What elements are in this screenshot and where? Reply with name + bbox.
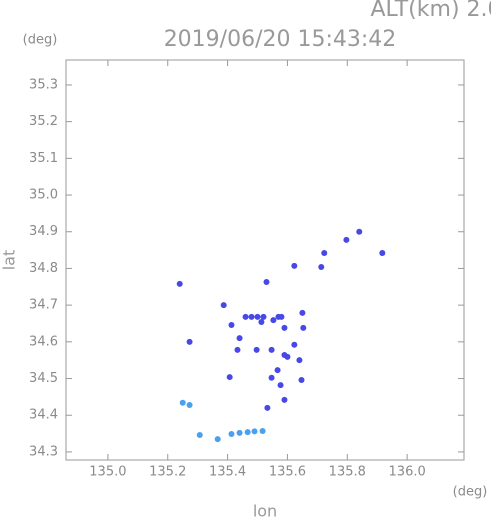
y-tick-label: 34.9 — [29, 224, 58, 239]
subtitle: ALT(km) 2.0 — [370, 0, 491, 22]
x-tick-label: 135.6 — [269, 465, 306, 480]
echo — [281, 324, 288, 331]
echo — [226, 374, 233, 381]
echo — [278, 313, 285, 320]
echo — [343, 236, 350, 243]
y-tick-label: 34.5 — [29, 371, 58, 386]
echo — [186, 401, 193, 408]
echo — [260, 313, 267, 320]
echo — [220, 302, 227, 309]
echo — [321, 250, 328, 257]
echo — [253, 346, 260, 353]
echo — [236, 335, 243, 342]
y-tick-label: 34.7 — [29, 298, 58, 313]
echo — [274, 367, 281, 374]
y-tick-label: 35.0 — [29, 188, 58, 203]
echo — [196, 432, 203, 439]
x-tick-label: 135.0 — [89, 465, 126, 480]
echo — [379, 250, 386, 257]
echo — [242, 313, 249, 320]
echo — [244, 429, 251, 436]
x-tick-label: 135.2 — [149, 465, 186, 480]
echo — [291, 262, 298, 269]
y-axis-label: lat — [0, 250, 19, 271]
echo — [281, 396, 288, 403]
echo — [179, 399, 186, 406]
echo — [228, 321, 235, 328]
echo — [263, 279, 270, 286]
echo — [284, 353, 291, 360]
echo — [214, 436, 221, 443]
y-tick-label: 34.3 — [29, 444, 58, 459]
echo — [299, 309, 306, 316]
echo — [234, 346, 241, 353]
echo — [300, 324, 307, 331]
echo — [270, 317, 277, 324]
echo — [318, 263, 325, 270]
echo — [264, 404, 271, 411]
y-tick-label: 35.2 — [29, 114, 58, 129]
echo — [268, 374, 275, 381]
echo — [259, 428, 266, 435]
echo — [176, 280, 183, 287]
y-tick-label: 34.4 — [29, 408, 58, 423]
x-axis-label: lon — [253, 502, 277, 521]
echo — [296, 357, 303, 364]
x-unit: (deg) — [453, 485, 488, 500]
echo — [268, 346, 275, 353]
y-tick-label: 35.3 — [29, 77, 58, 92]
echo — [291, 341, 298, 348]
chart-title: 2019/06/20 15:43:42 — [164, 27, 397, 52]
echo — [186, 338, 193, 345]
echo — [254, 313, 261, 320]
y-tick-label: 34.8 — [29, 261, 58, 276]
y-unit: (deg) — [23, 33, 58, 48]
plot-frame — [65, 59, 465, 461]
echo — [248, 313, 255, 320]
echo — [251, 428, 258, 435]
x-tick-label: 135.4 — [209, 465, 246, 480]
echo — [356, 228, 363, 235]
echo — [277, 382, 284, 389]
x-tick-label: 135.8 — [329, 465, 366, 480]
echo — [298, 377, 305, 383]
echo — [258, 319, 265, 326]
y-tick-label: 35.1 — [29, 151, 58, 166]
y-tick-label: 34.6 — [29, 334, 58, 349]
x-tick-label: 136.0 — [389, 465, 426, 480]
echo — [228, 430, 235, 437]
echo — [236, 429, 243, 436]
